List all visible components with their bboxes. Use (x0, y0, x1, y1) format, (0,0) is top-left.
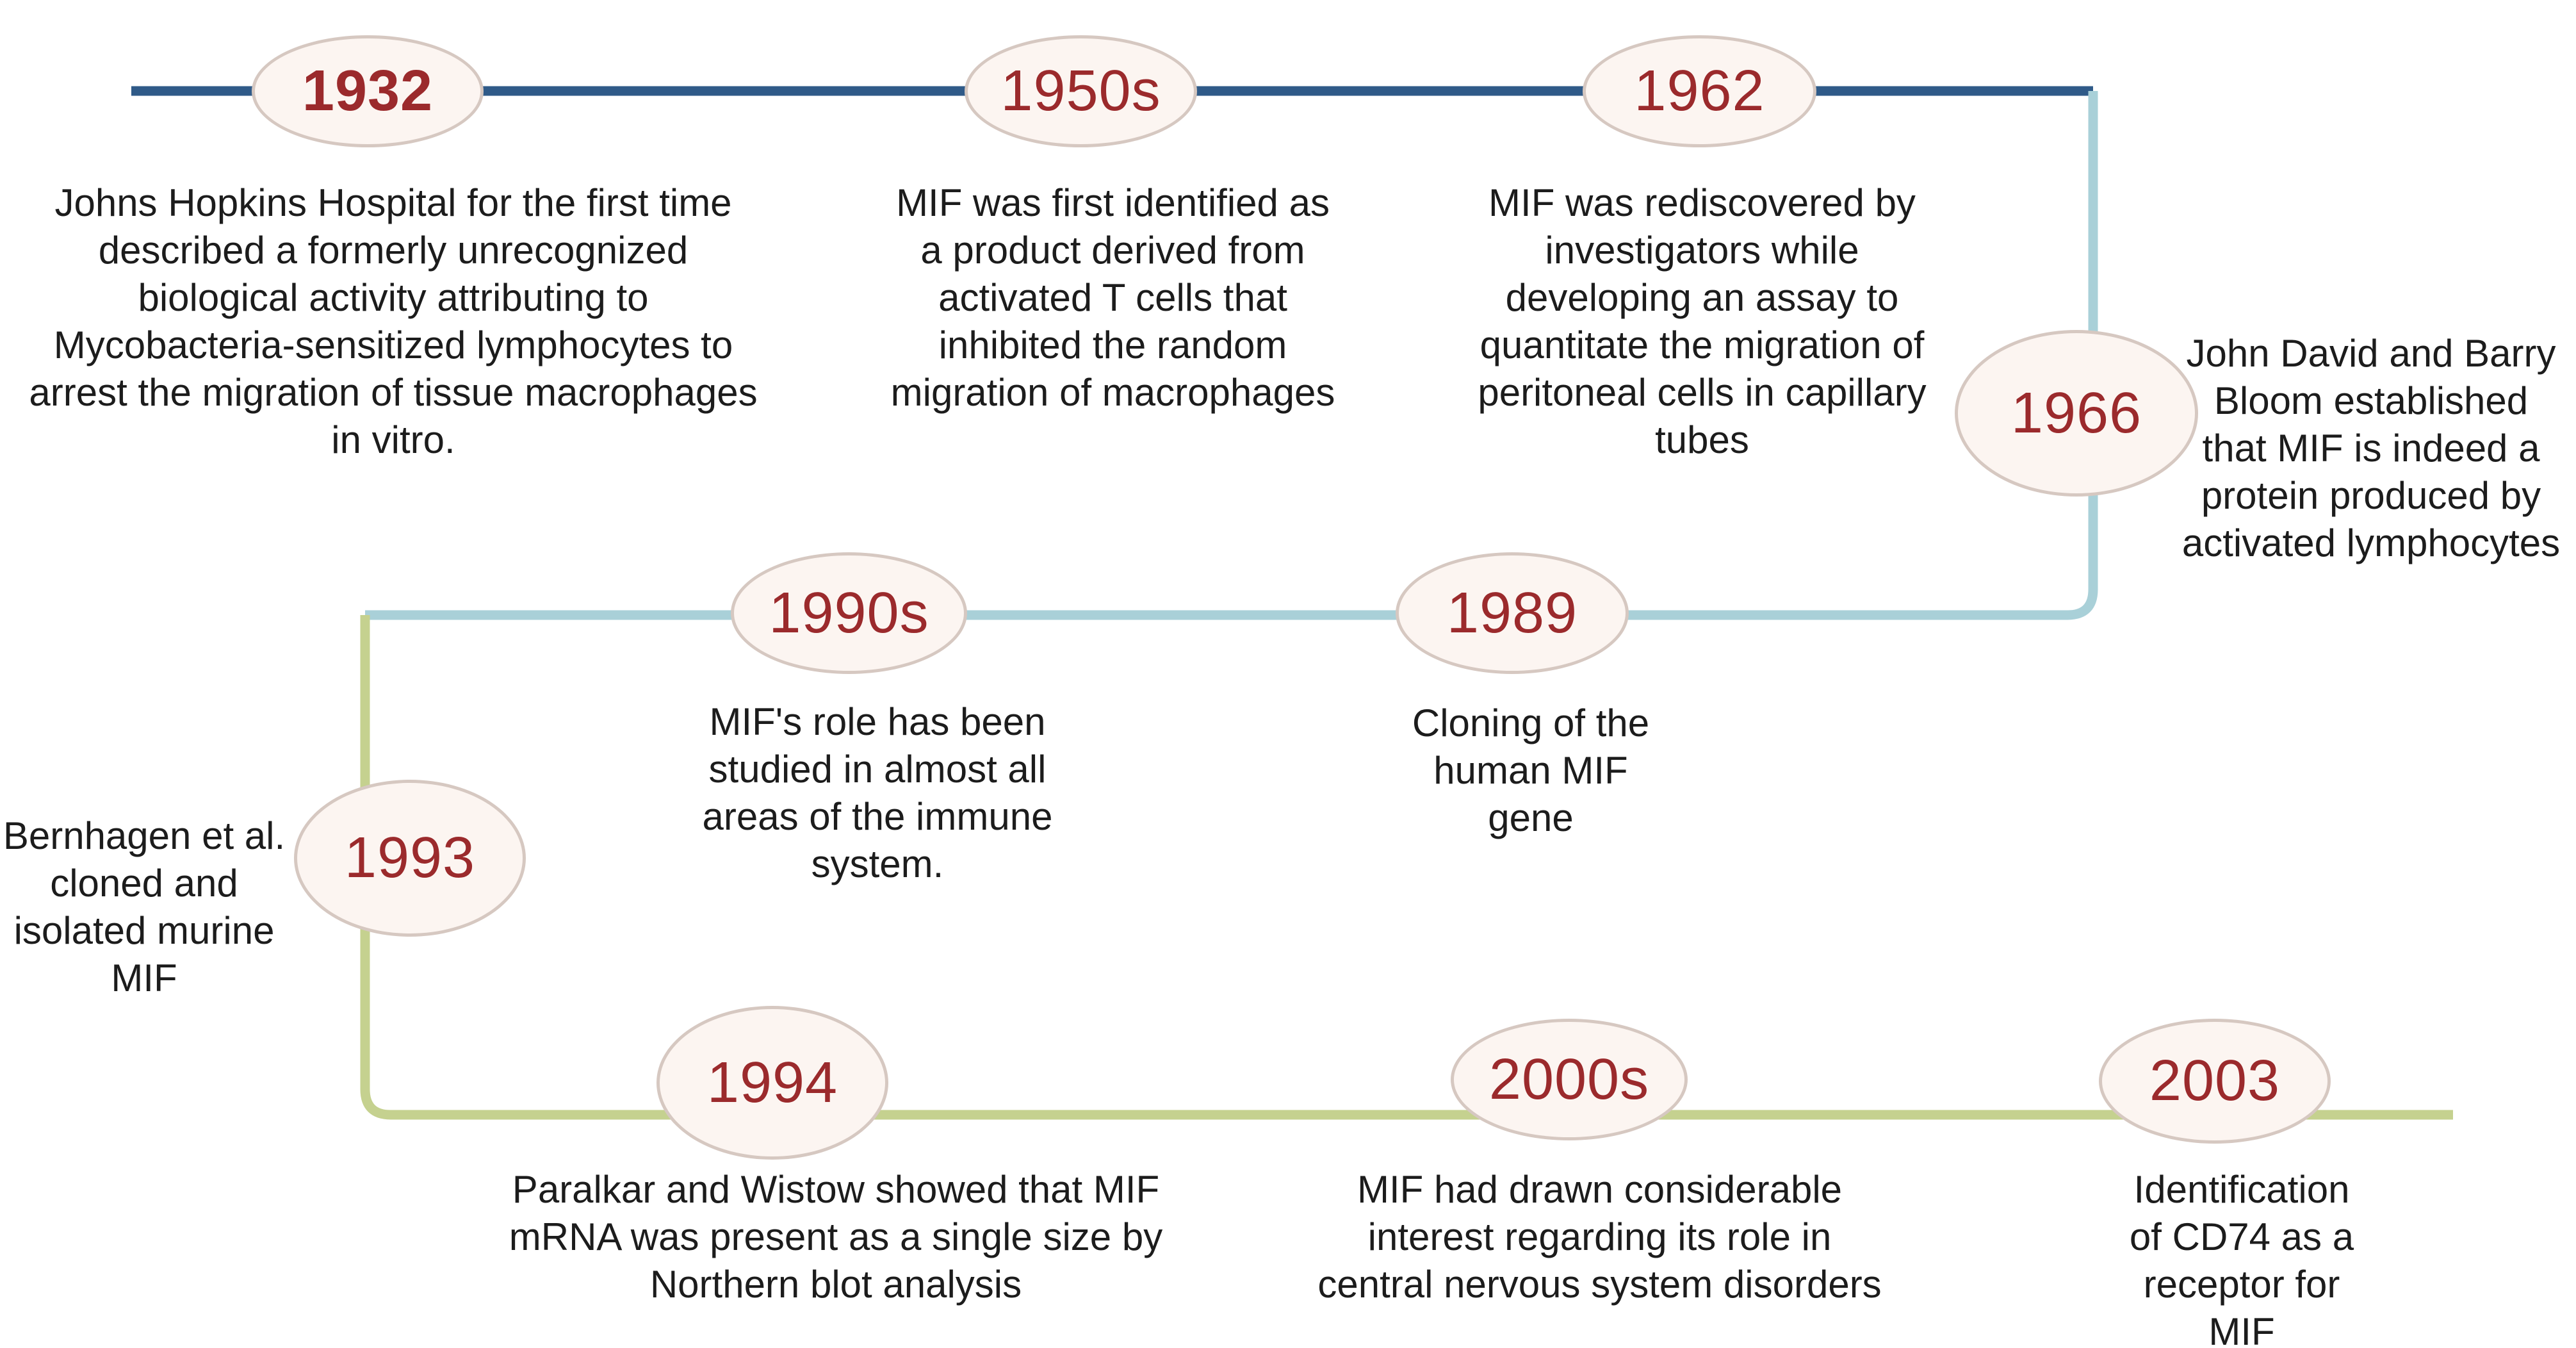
event-text-1932: Johns Hopkins Hospital for the first tim… (29, 181, 758, 461)
year-node-1993: 1993 (294, 780, 526, 937)
timeline-segment-bottom (360, 615, 2453, 1120)
event-text-2000s: MIF had drawn considerable interest rega… (1317, 1168, 1882, 1306)
year-node-1950s: 1950s (965, 35, 1197, 147)
year-node-1962: 1962 (1583, 35, 1816, 147)
year-node-1966: 1966 (1955, 330, 2198, 497)
timeline-segment-middle (365, 91, 2098, 620)
event-text-1990s: MIF's role has been studied in almost al… (702, 700, 1053, 885)
year-node-1990s: 1990s (731, 552, 967, 674)
event-text-1966: John David and Barry Bloom established t… (2181, 332, 2561, 564)
event-text-1993: Bernhagen et al. cloned and isolated mur… (3, 814, 286, 999)
event-text-1950s: MIF was first identified as a product de… (890, 181, 1335, 414)
event-text-2003: Identification of CD74 as a receptor for… (2129, 1168, 2354, 1348)
year-node-2003: 2003 (2099, 1019, 2331, 1144)
year-node-1932: 1932 (252, 35, 484, 147)
event-text-1994: Paralkar and Wistow showed that MIF mRNA… (509, 1168, 1163, 1306)
year-node-1994: 1994 (656, 1006, 888, 1160)
year-node-1989: 1989 (1396, 552, 1629, 674)
year-node-2000s: 2000s (1451, 1019, 1688, 1140)
event-text-1962: MIF was rediscovered by investigators wh… (1478, 181, 1927, 461)
event-text-1989: Cloning of the human MIF gene (1412, 702, 1650, 839)
